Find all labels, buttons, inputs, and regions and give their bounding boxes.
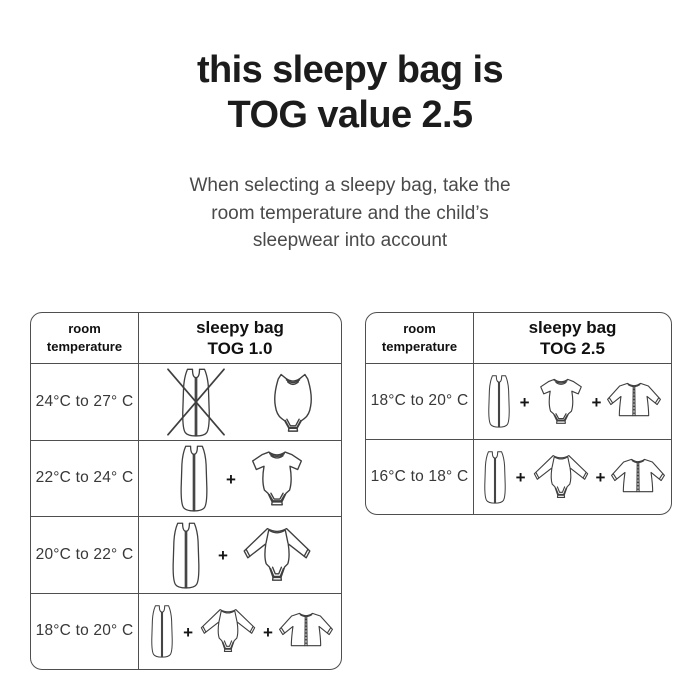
bodysuit-shortsleeve-icon — [533, 376, 589, 426]
title-line-2: TOG value 2.5 — [227, 93, 474, 136]
header-temp-line-1: room — [403, 321, 436, 337]
header-bag-line-2: TOG 1.0 — [207, 339, 273, 358]
sleepbag-crossed-icon — [158, 367, 234, 437]
header-temp-line-1: room — [68, 321, 101, 337]
bodysuit-longsleeve-icon — [237, 523, 317, 587]
temperature-cell: 22°C to 24° C — [31, 439, 138, 517]
bodysuit-shortsleeve-icon — [245, 448, 309, 508]
plus-icon: + — [515, 468, 526, 488]
page-title: this sleepy bag is TOG value 2.5 — [0, 48, 700, 138]
temperature-cell: 18°C to 20° C — [31, 592, 138, 670]
sleepwear-items-cell: + — [138, 516, 341, 593]
sleepwear-items-cell: + + — [473, 438, 671, 514]
subtitle-line-1: When selecting a sleepy bag, take the — [189, 175, 511, 196]
sleepwear-items-cell: + + — [473, 363, 671, 439]
sleepwear-items-cell: + — [138, 439, 341, 516]
header-sleepy-bag-cell: sleepy bag TOG 2.5 — [473, 313, 671, 363]
header-room-temperature-cell: room temperature — [366, 313, 473, 363]
header-sleepy-bag-cell: sleepy bag TOG 1.0 — [138, 313, 341, 363]
bodysuit-longsleeve-icon — [196, 605, 260, 657]
header-bag-line-1: sleepy bag — [528, 317, 617, 337]
header-temp-line-2: temperature — [46, 339, 123, 354]
sleepbag-icon — [144, 603, 180, 659]
header-bag-line-1: sleepy bag — [196, 317, 284, 337]
plus-icon: + — [226, 469, 236, 489]
sleepbag-icon — [163, 521, 209, 589]
sleepbag-icon — [171, 444, 217, 512]
plus-icon: + — [591, 392, 602, 412]
bodysuit-sleeveless-icon — [264, 370, 322, 434]
sleepbag-icon — [477, 449, 513, 505]
plus-icon: + — [218, 546, 228, 566]
subtitle-line-2: room temperature and the child’s — [211, 202, 489, 224]
cardigan-icon — [608, 454, 668, 500]
plus-icon: + — [183, 622, 193, 642]
subtitle-line-3: sleepwear into account — [252, 230, 448, 252]
sleepbag-icon — [481, 373, 517, 429]
tog-2.5-table: room temperature sleepy bag TOG 2.5 18°C… — [365, 312, 672, 515]
temperature-cell: 16°C to 18° C — [366, 438, 473, 515]
subtitle: When selecting a sleepy bag, take the ro… — [0, 172, 700, 255]
bodysuit-longsleeve-icon — [529, 451, 593, 503]
temperature-cell: 24°C to 27° C — [31, 363, 138, 440]
title-line-1: this sleepy bag is — [197, 49, 504, 91]
header-room-temperature-cell: room temperature — [31, 313, 138, 363]
header-temp-line-2: temperature — [381, 339, 458, 354]
sleepwear-items-cell — [138, 363, 341, 440]
header-bag-line-2: TOG 2.5 — [540, 339, 605, 358]
plus-icon: + — [263, 622, 273, 642]
cardigan-icon — [604, 378, 664, 424]
temperature-cell: 20°C to 22° C — [31, 516, 138, 593]
cardigan-icon — [276, 608, 336, 654]
tog-1.0-table: room temperature sleepy bag TOG 1.0 24°C… — [30, 312, 342, 670]
temperature-cell: 18°C to 20° C — [366, 363, 473, 439]
plus-icon: + — [595, 468, 606, 488]
plus-icon: + — [519, 392, 530, 412]
sleepwear-items-cell: + + — [138, 592, 341, 669]
